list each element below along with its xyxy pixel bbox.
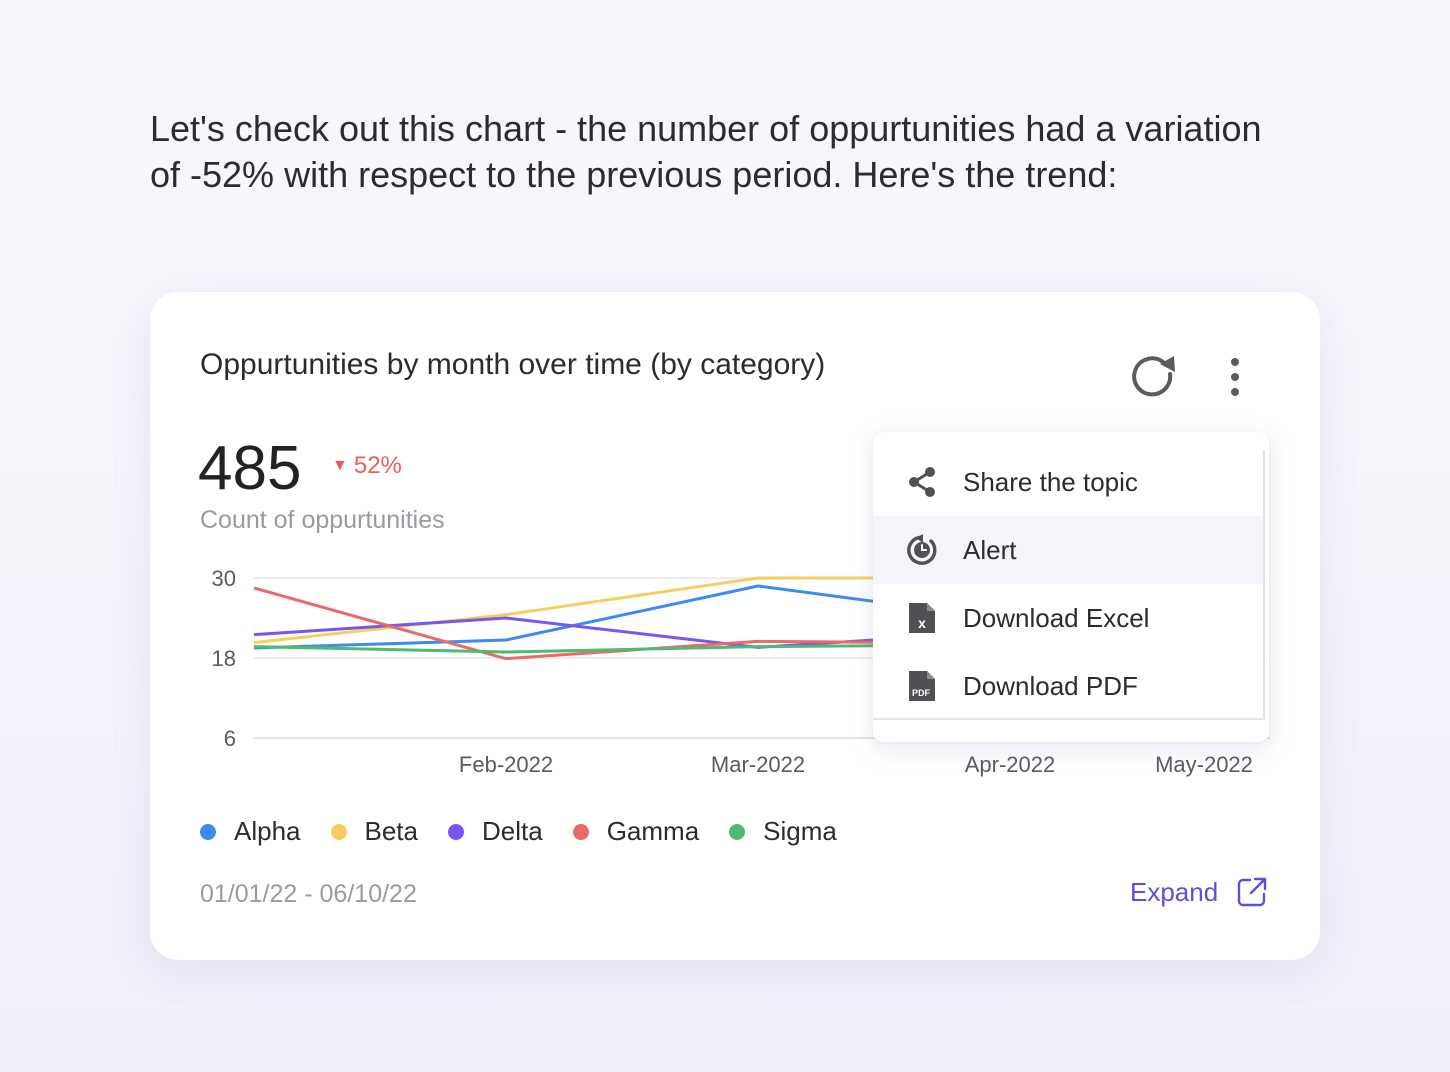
- expand-button[interactable]: Expand: [1130, 876, 1268, 908]
- legend-label: Delta: [482, 816, 543, 846]
- card-title: Oppurtunities by month over time (by cat…: [200, 348, 826, 381]
- intro-text: Let's check out this chart - the number …: [150, 108, 1262, 195]
- legend-dot: [729, 823, 746, 840]
- legend-dot: [448, 823, 464, 840]
- legend-item-beta: Beta: [330, 816, 419, 847]
- menu-item-label: Share the topic: [963, 466, 1138, 497]
- x-tick-label: Mar-2022: [711, 752, 805, 777]
- legend-item-gamma: Gamma: [572, 816, 700, 847]
- menu-item-alert[interactable]: Alert: [873, 516, 1263, 584]
- share-icon: [905, 465, 939, 499]
- x-tick-label: May-2022: [1155, 752, 1253, 777]
- kpi-label: Count of oppurtunities: [200, 506, 445, 534]
- y-tick-label: 18: [212, 646, 236, 671]
- kpi-delta: ▼ 52%: [332, 452, 402, 480]
- kpi-value: 485: [198, 434, 302, 503]
- legend-item-alpha: Alpha: [200, 816, 301, 847]
- x-tick-label: Feb-2022: [459, 752, 553, 777]
- alert-clock-icon: [905, 533, 939, 567]
- legend-item-delta: Delta: [448, 816, 543, 847]
- more-vertical-icon[interactable]: [1220, 354, 1250, 400]
- down-triangle-icon: ▼: [332, 457, 348, 474]
- legend-dot: [200, 823, 216, 840]
- legend-item-sigma: Sigma: [729, 816, 837, 847]
- refresh-icon[interactable]: [1130, 352, 1180, 402]
- legend-label: Alpha: [234, 816, 301, 846]
- excel-icon-text: x: [918, 615, 926, 631]
- legend-dot: [572, 823, 589, 840]
- chart-legend: Alpha Beta Delta Gamma Sigma: [200, 816, 867, 847]
- legend-label: Gamma: [606, 816, 700, 846]
- pdf-file-icon: PDF: [905, 669, 939, 703]
- kpi-delta-value: 52%: [353, 452, 402, 479]
- menu-item-label: Download PDF: [963, 670, 1138, 701]
- pdf-icon-text: PDF: [912, 688, 931, 698]
- menu-item-label: Alert: [963, 534, 1017, 565]
- menu-divider: [1263, 450, 1265, 720]
- x-tick-label: Apr-2022: [965, 752, 1056, 777]
- legend-dot: [330, 823, 347, 840]
- expand-label: Expand: [1130, 876, 1219, 907]
- menu-item-download-pdf[interactable]: PDF Download PDF: [873, 652, 1263, 720]
- date-range: 01/01/22 - 06/10/22: [200, 880, 417, 908]
- legend-label: Sigma: [763, 816, 837, 846]
- excel-file-icon: x: [905, 601, 939, 635]
- menu-item-download-excel[interactable]: x Download Excel: [873, 584, 1263, 652]
- menu-item-label: Download Excel: [963, 602, 1150, 633]
- external-link-icon: [1237, 877, 1267, 907]
- legend-label: Beta: [364, 816, 419, 846]
- menu-divider: [873, 718, 1265, 720]
- y-tick-label: 6: [224, 726, 236, 751]
- menu-item-share[interactable]: Share the topic: [873, 448, 1263, 516]
- context-menu: Share the topic Alert x Download Excel: [873, 432, 1269, 742]
- y-tick-label: 30: [212, 566, 236, 591]
